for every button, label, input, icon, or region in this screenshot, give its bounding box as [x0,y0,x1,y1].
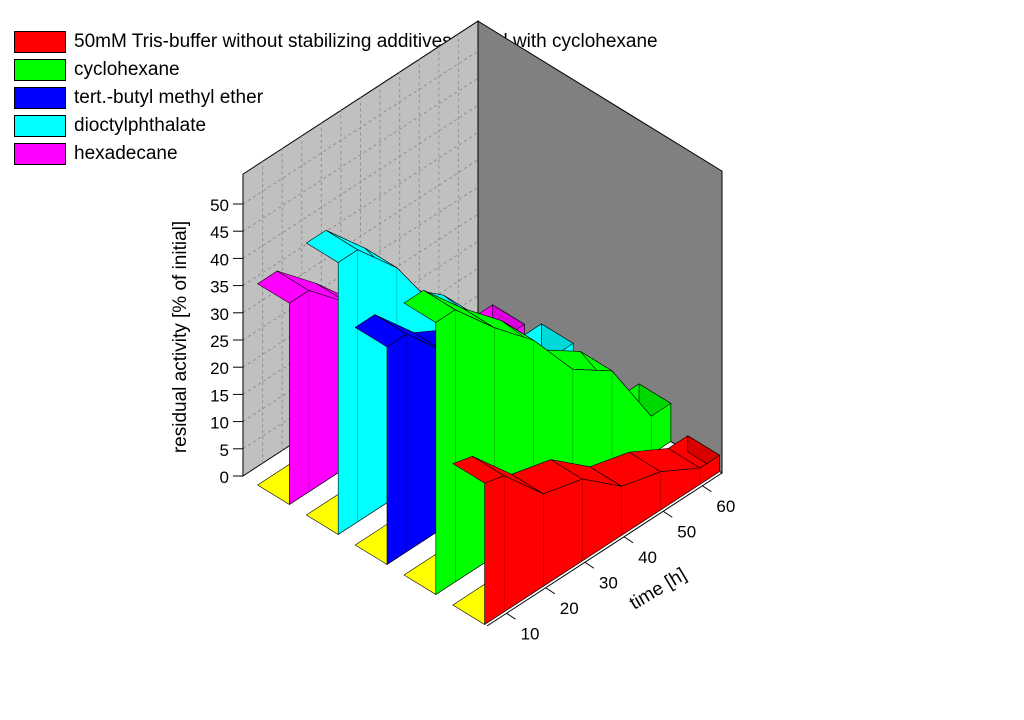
y-tick-label: 10 [210,414,229,433]
y-tick-label: 35 [210,278,229,297]
x-tick [545,587,556,595]
legend-swatch-cyclohexane [14,59,66,81]
y-tick-label: 30 [210,305,229,324]
x-tick-label: 10 [521,624,540,643]
x-tick [584,561,595,569]
y-tick-label: 5 [220,441,229,460]
legend-item-tbme: tert.-butyl methyl ether [14,84,658,112]
x-tick-label: 60 [716,497,735,516]
y-axis-label: residual activity [% of initial] [170,221,191,453]
legend-item-hexadecane: hexadecane [14,140,658,168]
grid-line-h [242,77,479,232]
legend-label-tbme: tert.-butyl methyl ether [74,87,264,108]
y-tick-label: 20 [210,359,229,378]
x-tick [702,485,712,493]
x-axis-label: time [h] [626,564,690,614]
x-tick-label: 50 [677,522,696,541]
x-tick-label: 20 [560,599,579,618]
x-tick-label: 40 [638,548,657,567]
x-axis: 10 20 30 40 50 60 [486,472,735,643]
y-axis: 0 5 10 15 20 25 30 35 40 45 50 [210,174,244,487]
x-tick-label: 30 [599,573,618,592]
legend-item-cyclohexane: cyclohexane [14,56,658,84]
series-0 [452,435,721,626]
y-tick-label: 15 [210,386,229,405]
y-tick-label: 25 [210,332,229,351]
legend-label-cyclohexane: cyclohexane [74,59,180,80]
legend-item-dioctylphthalate: dioctylphthalate [14,112,658,140]
legend-swatch-dioctylphthalate [14,115,66,137]
y-tick-label: 0 [220,468,229,487]
y-tick-label: 45 [210,223,229,242]
legend-swatch-tbme [14,87,66,109]
x-axis-line [486,472,723,627]
legend-swatch-tris [14,31,66,53]
grid-line-h [242,132,479,287]
y-tick-label: 40 [210,250,229,269]
x-tick [662,510,673,518]
y-tick-label: 50 [210,196,229,215]
legend-label-dioctylphthalate: dioctylphthalate [74,115,207,136]
legend-label-hexadecane: hexadecane [74,143,178,164]
legend-swatch-hexadecane [14,143,66,165]
series-layer [257,229,721,626]
x-tick [506,612,516,620]
x-tick [623,536,634,544]
